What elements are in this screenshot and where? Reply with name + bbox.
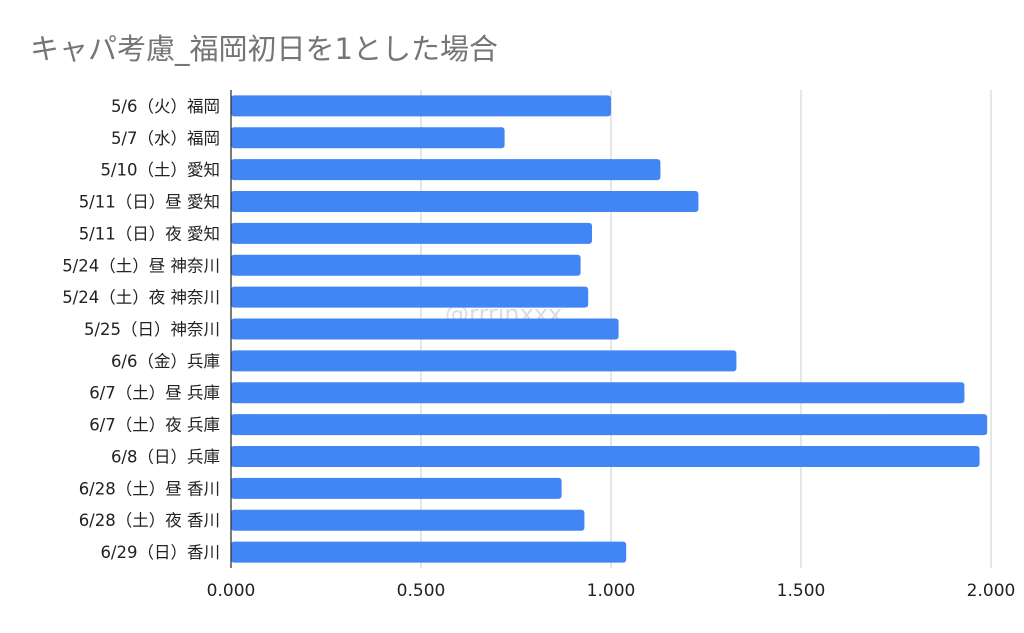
category-label-12: 6/28（土）昼 香川 (79, 479, 220, 498)
x-tick-label-3: 1.500 (777, 581, 826, 601)
chart-title: キャパ考慮_福岡初日を1とした場合 (30, 32, 498, 66)
x-tick-label-2: 1.000 (587, 581, 636, 601)
x-tick-label-1: 0.500 (397, 581, 446, 601)
category-label-11: 6/8（日）兵庫 (111, 447, 220, 466)
bar-5 (231, 254, 581, 276)
bar-2 (231, 159, 661, 181)
category-label-0: 5/6（火）福岡 (111, 97, 220, 116)
category-label-4: 5/11（日）夜 愛知 (79, 224, 220, 243)
x-tick-label-0: 0.000 (207, 581, 256, 601)
bar-10 (231, 414, 988, 436)
bar-13 (231, 509, 585, 531)
bar-1 (231, 127, 505, 149)
category-label-7: 5/25（日）神奈川 (84, 320, 220, 339)
bar-7 (231, 318, 619, 340)
category-label-6: 5/24（土）夜 神奈川 (62, 288, 220, 307)
bar-11 (231, 445, 980, 467)
category-label-3: 5/11（日）昼 愛知 (79, 193, 220, 212)
bar-3 (231, 191, 699, 213)
category-label-2: 5/10（土）愛知 (100, 161, 220, 180)
bar-4 (231, 222, 592, 244)
x-tick-label-4: 2.000 (967, 581, 1016, 601)
category-label-5: 5/24（土）昼 神奈川 (62, 256, 220, 275)
category-label-1: 5/7（水）福岡 (111, 129, 220, 148)
category-label-14: 6/29（日）香川 (100, 543, 220, 562)
bar-9 (231, 382, 965, 404)
bar-6 (231, 286, 589, 308)
bar-8 (231, 350, 737, 372)
bar-0 (231, 95, 611, 117)
category-label-8: 6/6（金）兵庫 (111, 352, 220, 371)
category-label-13: 6/28（土）夜 香川 (79, 511, 220, 530)
category-label-10: 6/7（土）夜 兵庫 (89, 416, 220, 435)
bar-12 (231, 477, 562, 499)
category-label-9: 6/7（土）昼 兵庫 (89, 384, 220, 403)
bar-14 (231, 541, 627, 563)
